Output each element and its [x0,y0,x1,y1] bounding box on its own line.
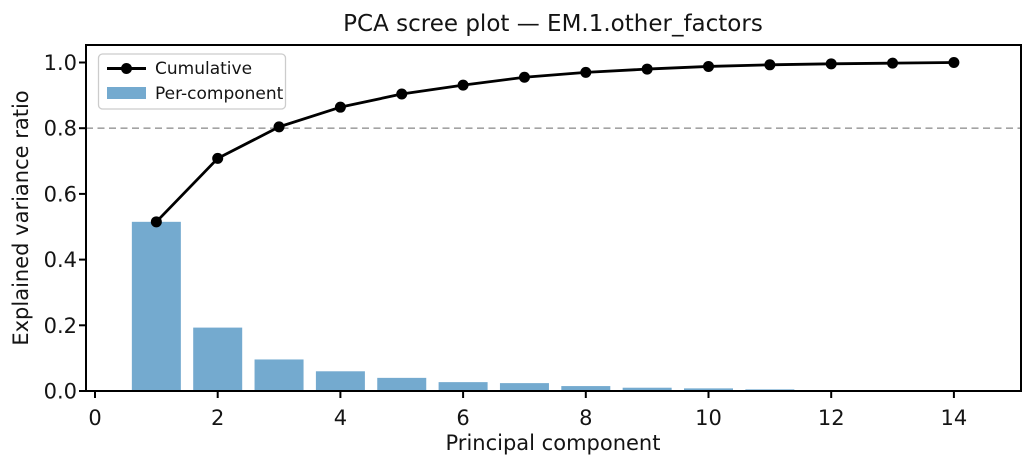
bar-component-2 [193,327,243,391]
cumulative-line-layer [150,57,960,228]
y-tick-label-0.2: 0.2 [44,314,77,338]
cumulative-point-11 [764,59,776,71]
cumulative-point-10 [703,60,714,72]
bar-component-1 [131,221,181,391]
x-tick-label-12: 12 [818,406,845,430]
bar-component-7 [499,383,549,391]
cumulative-point-12 [825,58,837,70]
y-axis-label: Explained variance ratio [9,90,33,345]
bar-component-5 [377,377,427,391]
cumulative-point-5 [396,88,408,100]
x-tick-label-6: 6 [456,406,469,430]
legend-per-component-swatch [107,87,146,99]
bar-series-layer [131,221,979,391]
x-axis-label: Principal component [446,431,661,455]
bar-component-6 [438,382,488,391]
cumulative-point-13 [887,57,899,69]
y-tick-label-0.8: 0.8 [44,117,77,141]
cumulative-point-4 [334,101,346,113]
tick-layer: 0 2 4 6 8 10 12 14 0.0 0.2 0.4 0.6 0.8 1.0 [44,51,968,430]
legend: Cumulative Per-component [97,53,287,110]
plot-frame [85,44,1022,392]
cumulative-point-3 [273,121,285,133]
axes-frame-layer [85,44,1022,392]
chart-title: PCA scree plot — EM.1.other_factors [343,11,763,37]
bar-component-9 [622,387,672,391]
x-tick-label-4: 4 [334,406,347,430]
cumulative-point-9 [641,63,653,75]
cumulative-point-1 [150,216,162,228]
bar-component-4 [315,371,365,391]
x-tick-label-2: 2 [211,406,224,430]
legend-cumulative-marker [121,63,132,74]
cumulative-point-14 [948,57,960,68]
y-tick-label-0: 0.0 [44,380,77,404]
x-tick-label-10: 10 [695,406,722,430]
bar-component-3 [254,359,304,391]
y-tick-label-0.6: 0.6 [44,182,77,206]
bar-component-8 [561,386,611,391]
y-tick-label-1: 1.0 [44,51,77,75]
cumulative-point-6 [457,79,469,91]
x-tick-label-8: 8 [579,406,592,430]
bar-component-10 [684,388,733,391]
cumulative-point-8 [580,66,592,78]
legend-cumulative-label: Cumulative [155,59,252,79]
cumulative-point-7 [518,71,530,83]
legend-per-component-label: Per-component [155,84,284,104]
cumulative-line [155,61,954,223]
cumulative-point-2 [212,152,224,164]
x-tick-label-0: 0 [88,406,101,430]
y-tick-label-0.4: 0.4 [44,248,77,272]
x-tick-label-14: 14 [941,406,968,430]
